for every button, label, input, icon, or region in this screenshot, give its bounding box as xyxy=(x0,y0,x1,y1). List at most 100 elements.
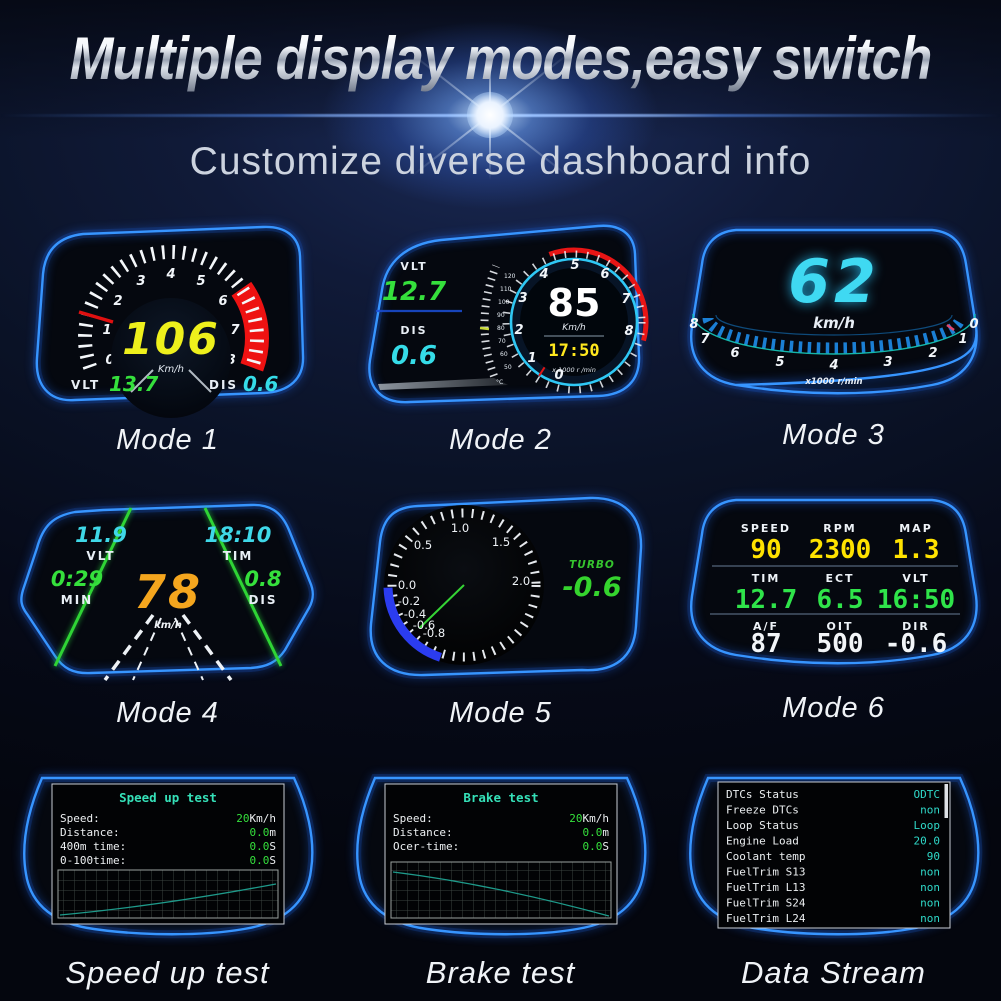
mode3-caption: Mode 3 xyxy=(782,419,885,451)
tick-label: 1 xyxy=(958,332,967,347)
cell-label: ECT xyxy=(825,572,854,585)
dis-value: 0.6 xyxy=(243,372,279,396)
tick-label: 4 xyxy=(828,358,838,373)
tick-label: 6 xyxy=(730,346,739,361)
tick-ring xyxy=(502,250,645,394)
temp-tick: 70 xyxy=(498,338,506,345)
tick-label: 4 xyxy=(165,267,175,282)
row-3: Speed up test Speed: 20Km/h Distance: 0.… xyxy=(0,770,1001,991)
tick-label: 7 xyxy=(700,332,710,347)
row-1: 0 1 2 3 4 5 6 7 8 106 Km/h VLT 13.7 DIS … xyxy=(0,212,1001,457)
cell-value: 87 xyxy=(750,629,781,659)
page-title: Multiple display modes,easy switch xyxy=(60,24,941,93)
tick-label: 0.0 xyxy=(397,578,415,592)
test-title: Speed up test xyxy=(119,790,217,805)
test-title: Brake test xyxy=(463,790,538,805)
row-label: FuelTrim L13 xyxy=(726,881,805,894)
road-edge xyxy=(181,613,232,682)
mode4-device: 11.9 VLT 18:10 TIM 0:29 MIN 0.8 DIS 78 k… xyxy=(16,500,317,682)
tick-label: 0 xyxy=(969,317,978,332)
boost-arc xyxy=(383,587,442,662)
dis-value: 0.6 xyxy=(390,341,436,371)
tick-label: 8 xyxy=(624,324,633,339)
row-label: FuelTrim S24 xyxy=(726,897,806,910)
cell-value: 90 xyxy=(750,535,781,565)
vlt-label: VLT xyxy=(400,260,427,273)
speedup-device: Speed up test Speed: 20Km/h Distance: 0.… xyxy=(19,774,316,939)
tick-label: 5 xyxy=(196,274,205,289)
mode1-caption: Mode 1 xyxy=(116,424,219,456)
scrollbar[interactable] xyxy=(944,784,948,818)
speed-unit: km/h xyxy=(813,314,855,332)
temp-tick: 100 xyxy=(498,299,510,306)
tick-label: 6 xyxy=(218,294,227,309)
mode2-caption: Mode 2 xyxy=(449,424,552,456)
row-value: 0.0S xyxy=(249,840,276,853)
temp-tick: 60 xyxy=(500,351,508,358)
band-upper-arc xyxy=(714,314,953,336)
mode3-device: 62 km/h 8 7 6 5 4 3 2 1 0 x1000 r/min xyxy=(686,226,981,398)
panel-outline xyxy=(367,224,640,404)
tick-label: -0.8 xyxy=(422,626,444,640)
temp-tick: 110 xyxy=(500,286,512,293)
road-edge xyxy=(103,613,154,682)
row-label: 400m time: xyxy=(60,840,126,853)
row-label: 0-100time: xyxy=(60,854,126,867)
green-guide-left xyxy=(53,507,132,667)
vlt-value: 13.7 xyxy=(109,372,158,396)
tick-label: 6 xyxy=(600,267,609,282)
tick-label: 3 xyxy=(136,274,145,289)
redline-zone xyxy=(230,281,269,372)
cell-value: 12.7 xyxy=(734,585,797,615)
row-label: Coolant temp xyxy=(726,850,805,863)
mode3-cell: 62 km/h 8 7 6 5 4 3 2 1 0 x1000 r/min Mo… xyxy=(667,212,1000,457)
speed-unit: km/h xyxy=(154,620,182,631)
tick-ring xyxy=(387,508,540,662)
speed-value: 85 xyxy=(547,281,600,325)
vlt-value: 12.7 xyxy=(381,277,446,307)
tick-label: 2 xyxy=(113,294,122,309)
dis-label: DIS xyxy=(248,593,277,607)
tick-label: 0.5 xyxy=(413,538,431,552)
cell-label: TIM xyxy=(751,572,780,585)
mode1-device: 0 1 2 3 4 5 6 7 8 106 Km/h VLT 13.7 DIS … xyxy=(32,222,307,418)
road-line xyxy=(129,369,154,393)
cell-value: 500 xyxy=(816,629,863,659)
temp-tick: 80 xyxy=(497,325,505,332)
speedup-cell: Speed up test Speed: 20Km/h Distance: 0.… xyxy=(1,770,334,991)
tim-label: TIM xyxy=(222,549,253,563)
speed-curve xyxy=(59,883,276,916)
rpm-tick-band xyxy=(702,317,965,354)
tick-label: -0.2 xyxy=(397,594,419,608)
cell-label: VLT xyxy=(902,572,929,585)
tick-label: 0 xyxy=(105,353,114,368)
road-edge xyxy=(173,617,204,681)
mode2-cell: VLT 12.7 DIS 0.6 120 110 100 90 80 70 60… xyxy=(334,212,667,457)
panel-outline xyxy=(355,776,647,936)
speed-value: 106 xyxy=(122,314,220,365)
tick-label: 2.0 xyxy=(511,574,529,588)
min-label: MIN xyxy=(60,593,92,607)
tick-label: 1 xyxy=(102,323,111,338)
tick-label: 5 xyxy=(570,258,579,273)
tick-label: 2 xyxy=(514,323,523,338)
row-label: FuelTrim S13 xyxy=(726,866,805,879)
row-value: ODTC xyxy=(913,788,940,801)
row-2: 11.9 VLT 18:10 TIM 0:29 MIN 0.8 DIS 78 k… xyxy=(0,480,1001,730)
vlt-label: VLT xyxy=(86,549,115,563)
row-value: 20Km/h xyxy=(236,812,276,825)
gauge-needle xyxy=(418,584,465,629)
mode4-caption: Mode 4 xyxy=(116,697,219,729)
road-line xyxy=(187,369,212,393)
tick-label: 1 xyxy=(527,351,536,366)
speedup-caption: Speed up test xyxy=(65,955,270,990)
tick-label: 5 xyxy=(775,355,784,370)
speed-unit: Km/h xyxy=(157,364,183,375)
row-value: 0.0m xyxy=(249,826,276,839)
row-label: Distance: xyxy=(393,826,453,839)
tick-label: 3 xyxy=(883,355,892,370)
tick-label: 2 xyxy=(928,346,937,361)
tick-label: 8 xyxy=(689,317,698,332)
vlt-value: 11.9 xyxy=(75,523,127,547)
